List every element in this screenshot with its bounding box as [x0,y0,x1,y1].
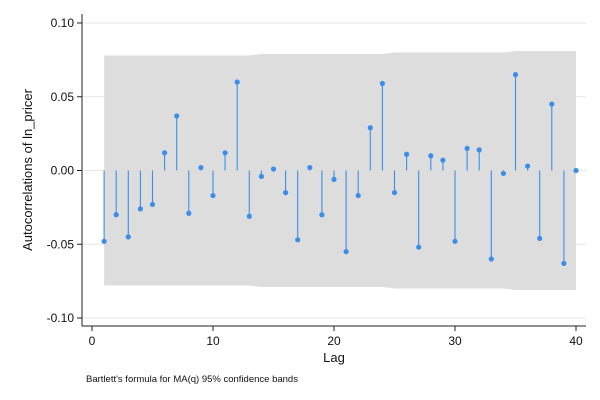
data-point [113,212,119,218]
data-point [500,170,506,177]
y-tick-label: -0.10 [47,311,75,325]
data-point [416,244,422,250]
x-axis-title: Lag [323,350,345,365]
data-point [452,238,458,244]
data-point [440,157,446,163]
data-point [573,167,579,174]
spike-series [101,72,579,267]
data-point [186,210,192,216]
data-point [476,147,482,153]
data-point [331,176,337,182]
y-tick-label: -0.05 [47,237,75,251]
data-point [149,201,156,208]
x-tick-label: 40 [569,334,583,348]
data-point [391,190,398,196]
data-point [404,151,410,157]
data-point [549,101,555,107]
data-point [343,249,349,255]
y-tick-label: 0.00 [51,164,75,178]
data-point [367,125,373,131]
data-point [174,113,180,119]
data-point [295,237,301,243]
data-point [125,234,131,240]
data-point [137,206,143,212]
data-point [537,235,543,241]
data-point [512,72,519,78]
data-point [246,213,252,219]
data-point [283,190,289,196]
x-tick-label: 10 [206,334,220,348]
data-point [307,164,313,171]
data-point [319,212,325,218]
data-point [234,79,240,85]
y-axis-title: Autocorrelations of ln_pricer [20,88,35,251]
y-tick-label: 0.10 [51,16,75,30]
data-point [162,150,168,156]
data-point [270,166,277,172]
data-point [222,150,228,156]
data-point [561,260,567,267]
x-tick-label: 20 [327,334,341,348]
data-point [198,164,204,171]
data-point [379,80,385,87]
data-point [258,173,264,179]
data-point [464,145,470,151]
data-point [525,163,531,169]
chart-note: Bartlett's formula for MA(q) 95% confide… [86,374,298,385]
confidence-band [104,51,576,290]
data-point [488,256,494,262]
x-tick-label: 30 [448,334,462,348]
data-point [355,192,361,199]
data-point [428,153,434,159]
data-point [210,192,216,199]
x-tick-label: 0 [89,334,96,348]
y-tick-label: 0.05 [51,90,75,104]
data-point [101,238,107,244]
axes: -0.10 -0.05 0.00 0.05 0.10 0 10 20 30 40 [47,14,586,348]
